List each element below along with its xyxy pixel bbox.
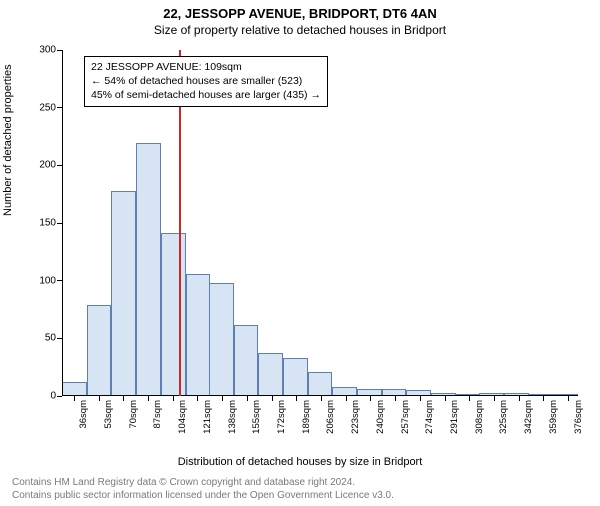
page-title-1: 22, JESSOPP AVENUE, BRIDPORT, DT6 4AN [0, 6, 600, 21]
x-tick-label: 138sqm [227, 400, 238, 434]
x-tick-label: 53sqm [103, 400, 114, 429]
x-tick [568, 396, 569, 401]
x-tick [296, 396, 297, 401]
x-tick-label: 240sqm [375, 400, 386, 434]
y-tick-label: 200 [39, 160, 56, 171]
x-tick [197, 396, 198, 401]
x-tick [494, 396, 495, 401]
x-tick [519, 396, 520, 401]
x-tick-label: 206sqm [325, 400, 336, 434]
annotation-line-3: 45% of semi-detached houses are larger (… [91, 88, 321, 102]
histogram-bar [161, 233, 186, 396]
x-tick [123, 396, 124, 401]
y-tick-label: 250 [39, 102, 56, 113]
annotation-line-1: 22 JESSOPP AVENUE: 109sqm [91, 60, 321, 74]
x-tick-label: 308sqm [474, 400, 485, 434]
y-tick-label: 100 [39, 275, 56, 286]
x-tick-label: 104sqm [177, 400, 188, 434]
x-tick-label: 376sqm [573, 400, 584, 434]
x-tick-label: 223sqm [350, 400, 361, 434]
x-tick [395, 396, 396, 401]
x-tick [346, 396, 347, 401]
histogram-bar [308, 372, 333, 396]
x-tick-label: 87sqm [152, 400, 163, 429]
footer-line-2: Contains public sector information licen… [12, 490, 394, 503]
x-tick-label: 342sqm [523, 400, 534, 434]
histogram-bar [186, 274, 211, 396]
x-tick [222, 396, 223, 401]
x-axis-line [62, 395, 578, 396]
x-tick [148, 396, 149, 401]
x-tick-label: 291sqm [449, 400, 460, 434]
x-tick-label: 257sqm [400, 400, 411, 434]
y-tick-label: 300 [39, 45, 56, 56]
y-tick-label: 0 [50, 391, 56, 402]
y-axis-line [62, 50, 63, 396]
x-tick-label: 325sqm [498, 400, 509, 434]
x-tick [247, 396, 248, 401]
x-tick [543, 396, 544, 401]
x-tick [420, 396, 421, 401]
x-axis-label: Distribution of detached houses by size … [0, 456, 600, 468]
x-tick-label: 274sqm [424, 400, 435, 434]
x-tick [445, 396, 446, 401]
histogram-bar [87, 305, 112, 396]
x-tick-label: 189sqm [301, 400, 312, 434]
x-tick-label: 36sqm [78, 400, 89, 429]
histogram-bar [234, 325, 259, 397]
histogram-bar [209, 283, 234, 396]
x-tick [370, 396, 371, 401]
footer-line-1: Contains HM Land Registry data © Crown c… [12, 477, 394, 490]
attribution-footer: Contains HM Land Registry data © Crown c… [12, 477, 394, 502]
y-axis-label: Number of detached properties [2, 64, 14, 216]
x-tick [99, 396, 100, 401]
y-tick-label: 50 [45, 333, 56, 344]
x-tick-label: 70sqm [128, 400, 139, 429]
x-tick [272, 396, 273, 401]
x-tick-label: 172sqm [276, 400, 287, 434]
histogram-bar [258, 353, 283, 396]
annotation-line-2: ← 54% of detached houses are smaller (52… [91, 74, 321, 88]
x-tick [74, 396, 75, 401]
page-title-2: Size of property relative to detached ho… [0, 23, 600, 37]
x-tick [321, 396, 322, 401]
x-tick-label: 359sqm [548, 400, 559, 434]
x-tick [173, 396, 174, 401]
x-tick-label: 121sqm [202, 400, 213, 434]
histogram-bar [111, 191, 136, 396]
y-tick-label: 150 [39, 218, 56, 229]
histogram-bar [283, 358, 308, 396]
histogram-bar [136, 143, 161, 396]
annotation-box: 22 JESSOPP AVENUE: 109sqm← 54% of detach… [84, 56, 328, 107]
x-tick-label: 155sqm [251, 400, 262, 434]
histogram-bar [62, 382, 87, 396]
histogram-chart: 05010015020025030036sqm53sqm70sqm87sqm10… [62, 50, 578, 396]
x-tick [469, 396, 470, 401]
